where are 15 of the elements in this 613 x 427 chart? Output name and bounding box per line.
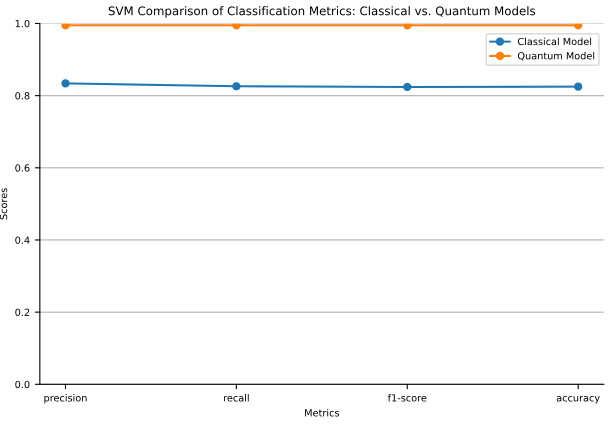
- x-tick-label: precision: [44, 394, 87, 404]
- y-tick-label: 0.2: [15, 308, 30, 316]
- legend-label: Quantum Model: [518, 52, 594, 61]
- legend-label: Classical Model: [518, 38, 592, 46]
- x-tick-label: accuracy: [556, 396, 600, 404]
- y-axis-title: Scores: [0, 188, 8, 220]
- x-tick-label: recall: [224, 394, 249, 402]
- y-tick-label: 1.0: [16, 20, 30, 28]
- x-tick-label: f1-score: [388, 394, 426, 402]
- y-tick-label: 0.4: [15, 236, 30, 244]
- y-tick-label: 0.6: [15, 164, 30, 172]
- y-tick-label: 0.0: [15, 380, 30, 388]
- x-axis-title: Metrics: [305, 408, 339, 417]
- chart-title: SVM Comparison of Classification Metrics: Classical vs. Quantum Models: [108, 6, 536, 18]
- y-tick-label: 0.8: [15, 92, 30, 100]
